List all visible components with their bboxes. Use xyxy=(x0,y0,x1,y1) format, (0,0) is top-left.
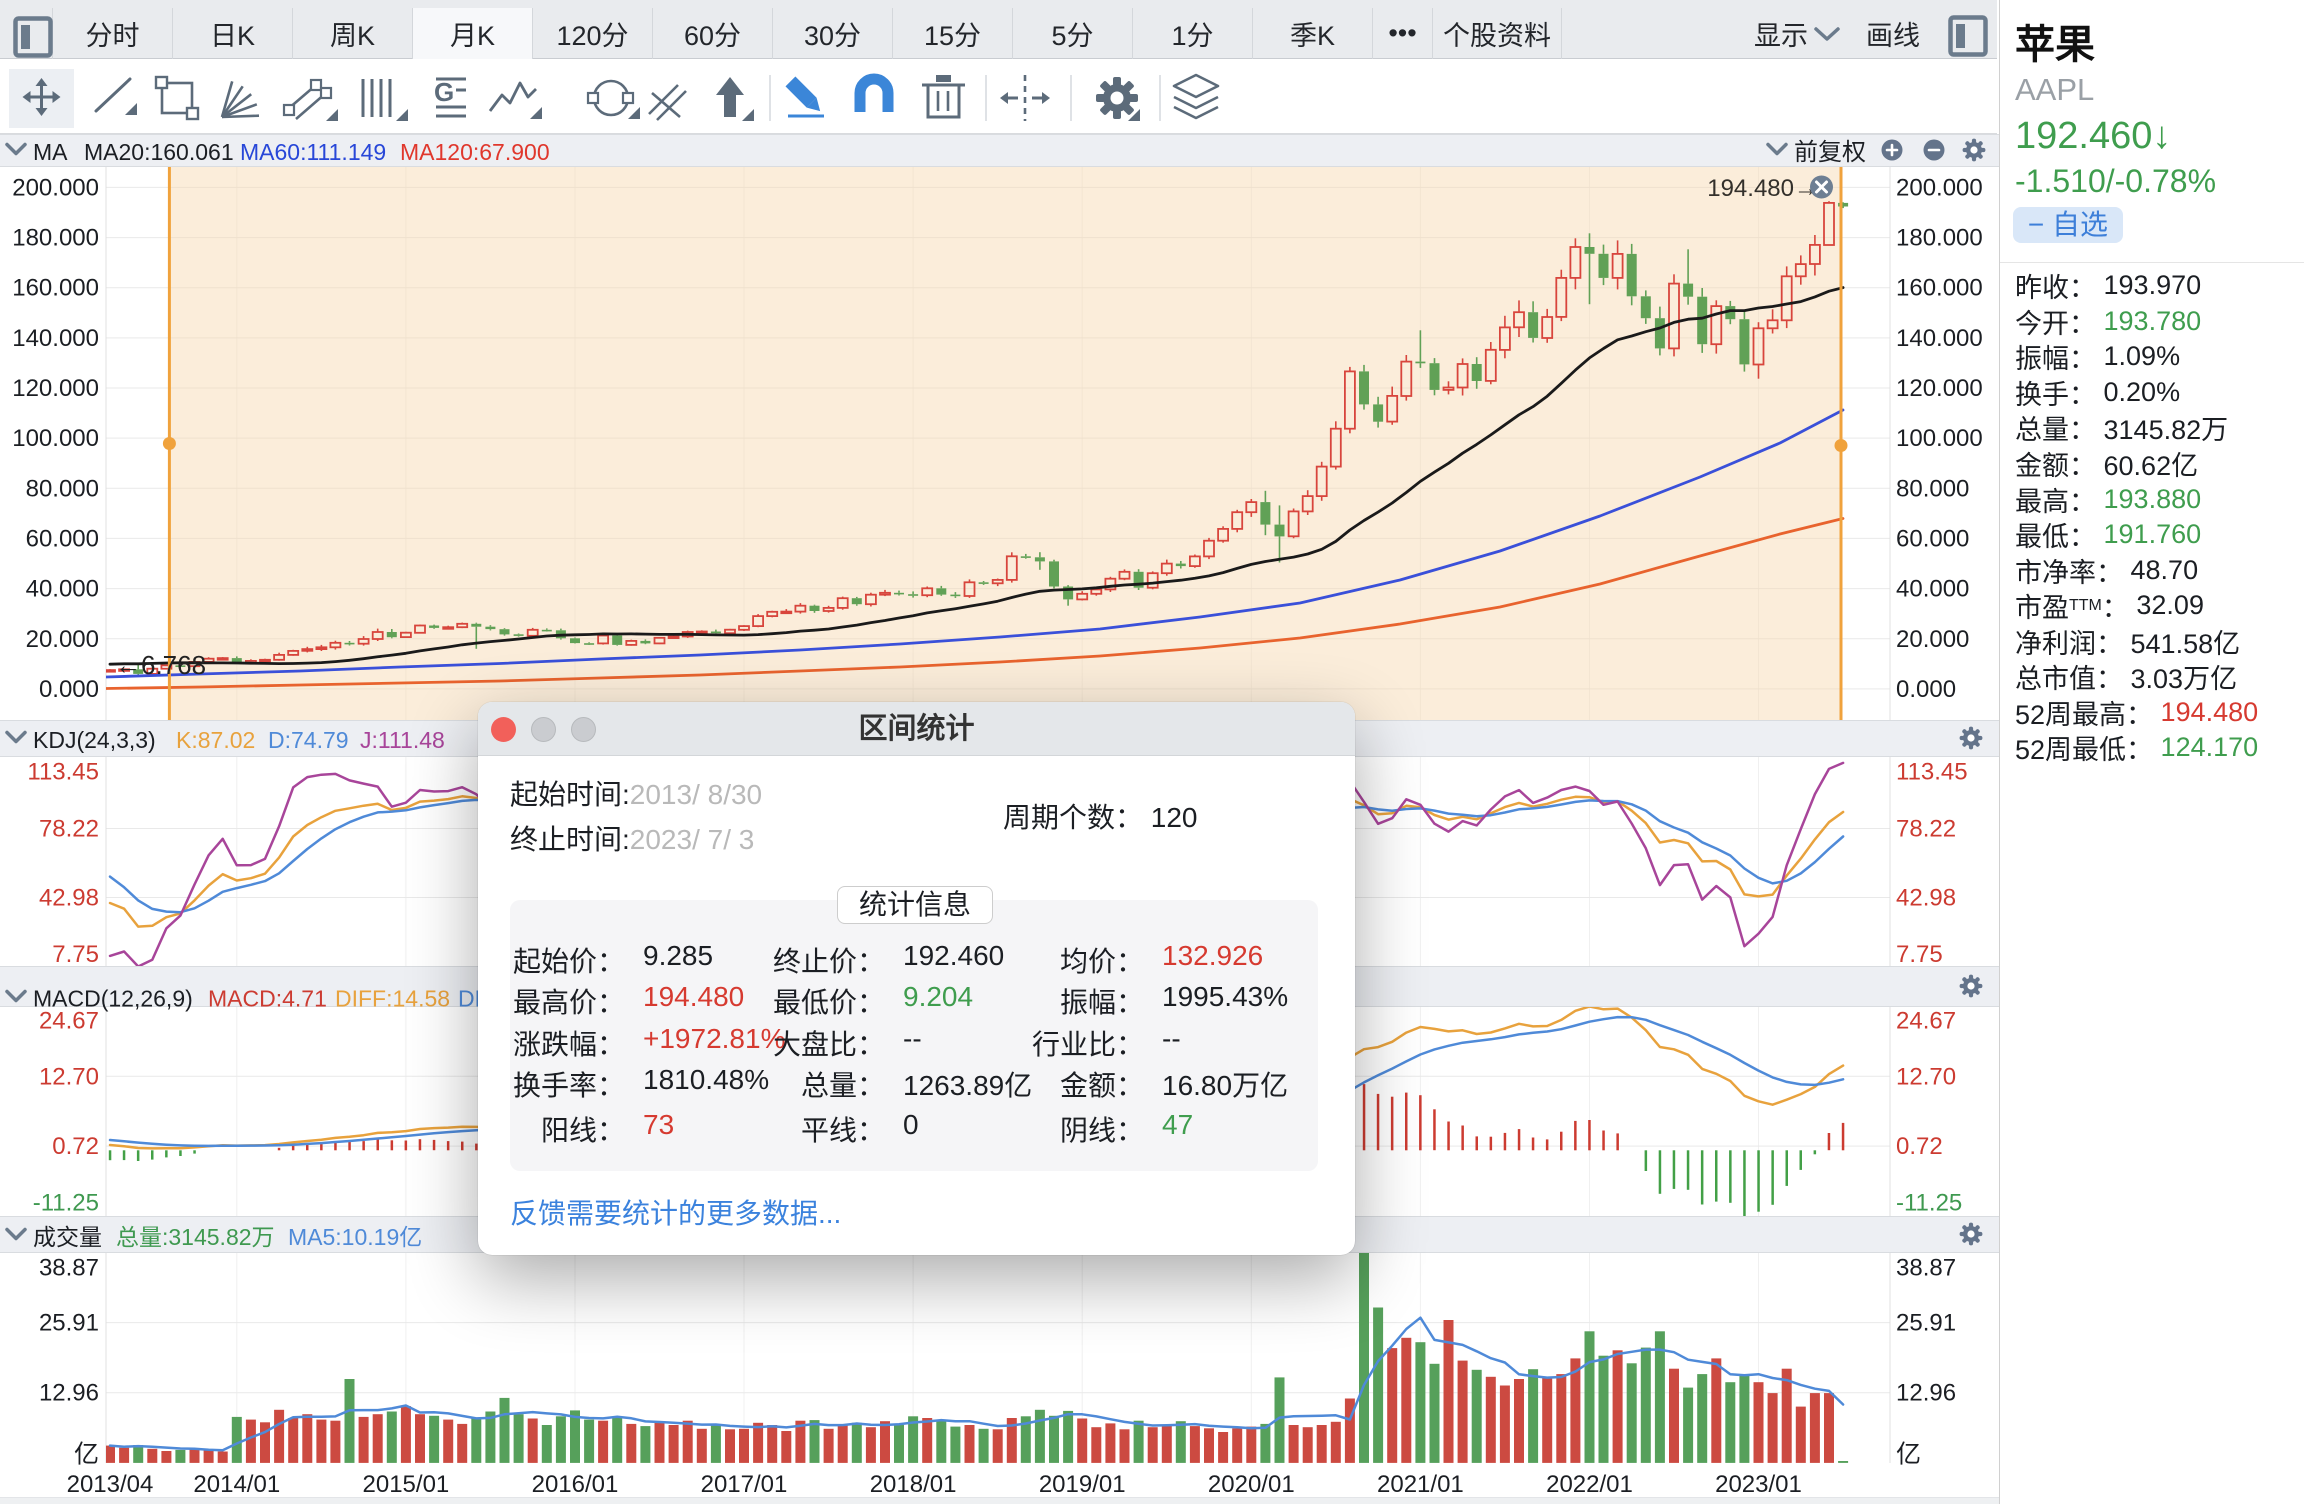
svg-text:亿: 亿 xyxy=(74,1441,99,1469)
svg-text:12.70: 12.70 xyxy=(39,1063,99,1090)
svg-text:140.000: 140.000 xyxy=(12,325,99,352)
svg-text:160.000: 160.000 xyxy=(1896,275,1983,302)
svg-text:MACD:4.71: MACD:4.71 xyxy=(208,986,327,1012)
svg-text:MA60:111.149: MA60:111.149 xyxy=(240,139,386,165)
svg-text:-11.25: -11.25 xyxy=(33,1190,99,1217)
svg-text:2023/01: 2023/01 xyxy=(1715,1471,1802,1498)
svg-text:D:74.79: D:74.79 xyxy=(268,727,349,753)
svg-text:200.000: 200.000 xyxy=(12,174,99,201)
svg-text:亿: 亿 xyxy=(1896,1441,1921,1469)
svg-text:12.96: 12.96 xyxy=(1896,1380,1956,1407)
svg-text:100.000: 100.000 xyxy=(12,425,99,452)
svg-text:80.000: 80.000 xyxy=(26,475,99,502)
svg-text:194.480→: 194.480→ xyxy=(1707,175,1818,202)
svg-text:78.22: 78.22 xyxy=(1896,816,1956,843)
svg-text:KDJ(24,3,3): KDJ(24,3,3) xyxy=(33,727,156,753)
svg-text:25.91: 25.91 xyxy=(1896,1310,1956,1337)
svg-text:总量:3145.82万: 总量:3145.82万 xyxy=(116,1224,275,1250)
svg-text:2019/01: 2019/01 xyxy=(1039,1471,1126,1498)
svg-text:120.000: 120.000 xyxy=(12,375,99,402)
svg-text:38.87: 38.87 xyxy=(1896,1255,1956,1282)
svg-text:-11.25: -11.25 xyxy=(1896,1190,1962,1217)
svg-text:42.98: 42.98 xyxy=(1896,885,1956,912)
svg-text:2018/01: 2018/01 xyxy=(870,1471,957,1498)
svg-text:24.67: 24.67 xyxy=(1896,1008,1956,1035)
svg-text:0.000: 0.000 xyxy=(39,676,99,703)
svg-text:2022/01: 2022/01 xyxy=(1546,1471,1633,1498)
svg-text:MA120:67.900: MA120:67.900 xyxy=(400,139,550,165)
svg-text:78.22: 78.22 xyxy=(39,816,99,843)
svg-text:J:111.48: J:111.48 xyxy=(360,727,445,753)
svg-text:80.000: 80.000 xyxy=(1896,475,1969,502)
svg-text:38.87: 38.87 xyxy=(39,1255,99,1282)
svg-text:MA20:160.061: MA20:160.061 xyxy=(84,139,234,165)
svg-text:2013/04: 2013/04 xyxy=(67,1471,154,1498)
svg-text:2020/01: 2020/01 xyxy=(1208,1471,1295,1498)
svg-text:60.000: 60.000 xyxy=(1896,525,1969,552)
svg-text:12.96: 12.96 xyxy=(39,1380,99,1407)
svg-text:200.000: 200.000 xyxy=(1896,174,1983,201)
svg-text:140.000: 140.000 xyxy=(1896,325,1983,352)
svg-text:7.75: 7.75 xyxy=(52,941,99,968)
svg-text:成交量: 成交量 xyxy=(33,1224,102,1250)
svg-text:20.000: 20.000 xyxy=(1896,626,1969,653)
svg-text:2021/01: 2021/01 xyxy=(1377,1471,1464,1498)
svg-text:2015/01: 2015/01 xyxy=(363,1471,450,1498)
svg-text:前复权: 前复权 xyxy=(1794,139,1866,166)
svg-text:100.000: 100.000 xyxy=(1896,425,1983,452)
svg-text:42.98: 42.98 xyxy=(39,885,99,912)
svg-text:113.45: 113.45 xyxy=(1896,759,1968,786)
svg-text:←6.768: ←6.768 xyxy=(115,650,206,680)
svg-text:160.000: 160.000 xyxy=(12,275,99,302)
svg-text:25.91: 25.91 xyxy=(39,1310,99,1337)
svg-text:180.000: 180.000 xyxy=(1896,225,1983,252)
svg-text:G: G xyxy=(434,77,454,107)
svg-text:MA5:10.19亿: MA5:10.19亿 xyxy=(288,1224,422,1250)
svg-text:40.000: 40.000 xyxy=(26,576,99,603)
svg-text:20.000: 20.000 xyxy=(26,626,99,653)
svg-text:60.000: 60.000 xyxy=(26,525,99,552)
svg-text:120.000: 120.000 xyxy=(1896,375,1983,402)
svg-text:7.75: 7.75 xyxy=(1896,941,1943,968)
svg-text:MACD(12,26,9): MACD(12,26,9) xyxy=(33,986,193,1012)
svg-text:24.67: 24.67 xyxy=(39,1008,99,1035)
svg-text:K:87.02: K:87.02 xyxy=(176,727,255,753)
svg-text:12.70: 12.70 xyxy=(1896,1063,1956,1090)
svg-text:0.72: 0.72 xyxy=(1896,1133,1943,1160)
svg-text:0.72: 0.72 xyxy=(52,1133,99,1160)
svg-text:40.000: 40.000 xyxy=(1896,576,1969,603)
svg-text:180.000: 180.000 xyxy=(12,225,99,252)
svg-text:2014/01: 2014/01 xyxy=(193,1471,280,1498)
svg-text:2016/01: 2016/01 xyxy=(532,1471,619,1498)
svg-text:0.000: 0.000 xyxy=(1896,676,1956,703)
svg-text:MA: MA xyxy=(33,139,68,165)
svg-text:113.45: 113.45 xyxy=(27,759,99,786)
svg-text:2017/01: 2017/01 xyxy=(701,1471,788,1498)
svg-text:DIFF:14.58: DIFF:14.58 xyxy=(335,986,450,1012)
